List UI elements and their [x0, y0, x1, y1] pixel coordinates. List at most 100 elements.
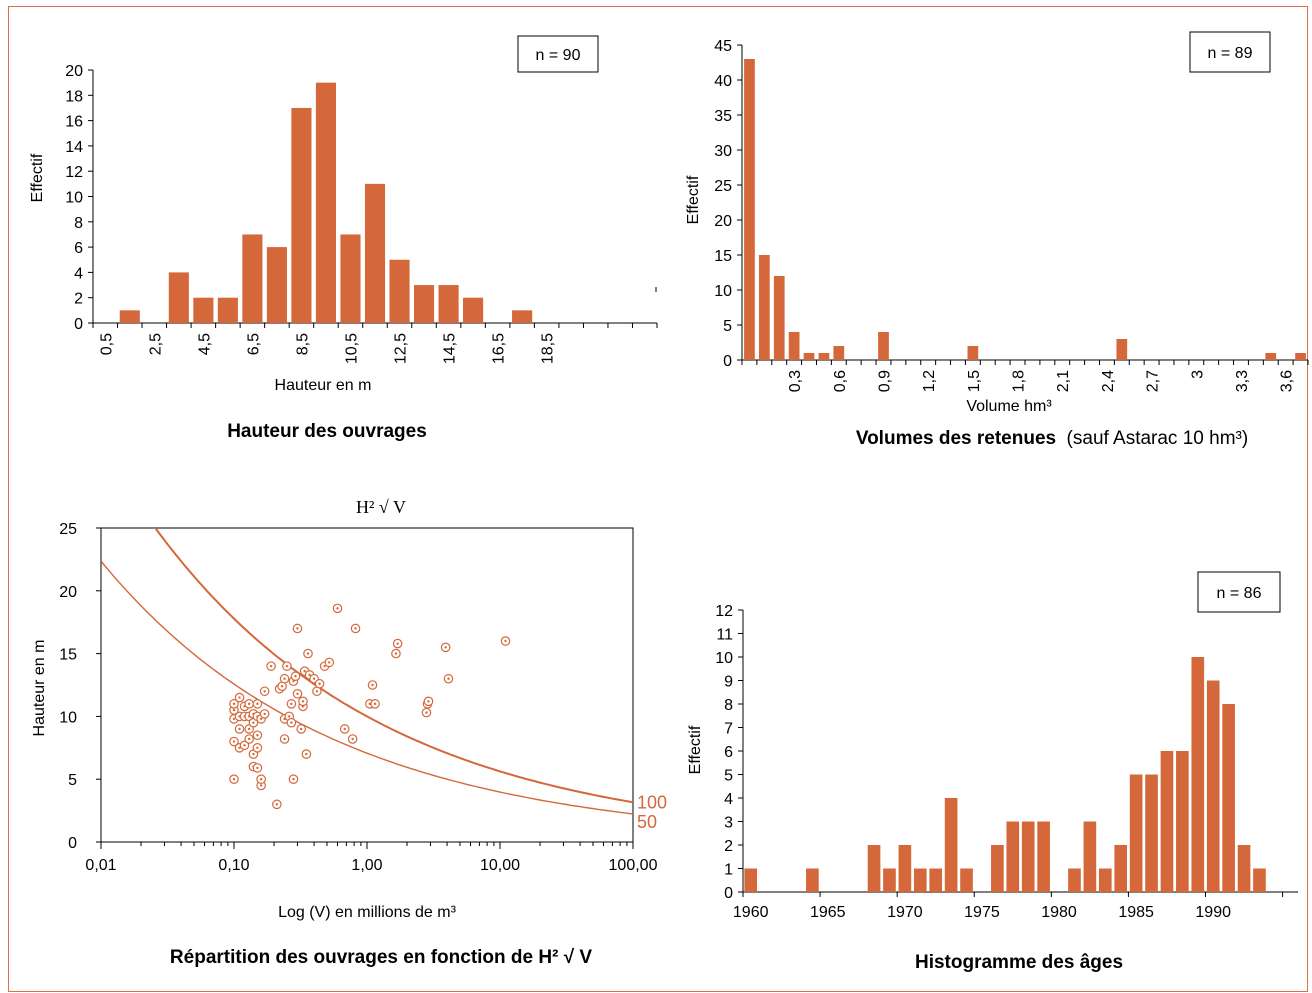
y-tick-label: 25 — [59, 521, 77, 538]
n-box — [517, 35, 599, 73]
y-tick-label: 8 — [724, 697, 733, 714]
bar — [803, 353, 815, 360]
curve-title: H² √ V — [356, 497, 406, 517]
data-point-center — [328, 661, 331, 664]
x-tick-label: 1,2 — [921, 370, 938, 392]
data-point-center — [247, 702, 251, 706]
y-tick-label: 16 — [65, 114, 83, 131]
bar — [1114, 845, 1128, 892]
bar — [1160, 751, 1174, 892]
x-tick-label: 1975 — [964, 904, 1000, 921]
chart-title: Répartition des ouvrages en fonction de … — [170, 947, 592, 968]
data-point-center — [283, 737, 286, 741]
data-point-center — [312, 677, 316, 680]
bar — [1068, 868, 1081, 892]
data-point-center — [232, 717, 236, 721]
y-tick-label: 12 — [65, 164, 83, 181]
bar — [266, 247, 287, 323]
bar — [1206, 680, 1220, 892]
y-tick-label: 5 — [68, 772, 77, 789]
x-axis-label: Volume hm³ — [966, 398, 1052, 415]
data-point-center — [252, 721, 255, 724]
chart-hauteur: n = 90 Effectif Hauteur en m Hauteur des… — [29, 35, 658, 442]
bar — [788, 332, 800, 360]
x-tick-label: 14,5 — [442, 333, 459, 364]
data-point-center — [259, 784, 263, 787]
x-tick-label: 0,3 — [787, 370, 804, 392]
bar — [242, 234, 263, 323]
data-point-center — [299, 727, 303, 731]
data-point-center — [247, 737, 251, 741]
y-tick-label: 12 — [715, 603, 733, 620]
data-point-center — [259, 717, 263, 721]
bar — [119, 310, 140, 323]
x-tick-label: 2,1 — [1055, 370, 1072, 392]
x-tick-label: 1965 — [810, 904, 846, 921]
bar — [929, 868, 943, 892]
y-tick-label: 5 — [723, 318, 732, 335]
x-tick-label: 1985 — [1118, 904, 1154, 921]
bar — [413, 285, 435, 323]
chart-title: Histogramme des âges — [915, 952, 1123, 973]
x-tick-label: 3,6 — [1279, 370, 1296, 392]
bar — [340, 234, 361, 323]
n-label: n = 86 — [1217, 585, 1262, 602]
figure-frame — [8, 6, 1308, 992]
y-tick-label: 6 — [724, 744, 733, 761]
bar — [1237, 845, 1251, 892]
data-point-center — [232, 708, 236, 712]
data-point-center — [287, 715, 291, 718]
y-tick-label: 20 — [59, 584, 77, 601]
chart-title: Volumes des retenues (sauf Astarac 10 hm… — [856, 428, 1248, 449]
bar — [833, 346, 845, 360]
data-point-center — [256, 702, 259, 706]
data-point-center — [306, 652, 310, 655]
x-tick-label: 10,5 — [343, 333, 360, 364]
data-point-center — [238, 696, 241, 699]
x-tick-label: 8,5 — [294, 333, 311, 355]
data-point-center — [504, 639, 507, 643]
y-tick-label: 25 — [714, 178, 732, 195]
x-tick-label: 3 — [1189, 370, 1206, 379]
data-point-center — [318, 682, 321, 685]
data-point-center — [290, 721, 293, 724]
y-tick-label: 0 — [74, 316, 83, 333]
x-tick-label: 2,7 — [1145, 370, 1162, 392]
data-point-center — [296, 627, 299, 630]
y-tick-label: 4 — [724, 791, 733, 808]
bar — [1116, 339, 1128, 360]
bar — [806, 868, 819, 892]
y-tick-label: 18 — [65, 88, 83, 105]
x-tick-label: 10,00 — [480, 857, 520, 874]
y-tick-label: 15 — [59, 647, 77, 664]
x-tick-label: 4,5 — [196, 333, 213, 355]
bar — [463, 297, 484, 323]
data-point-center — [396, 642, 399, 645]
data-point-center — [425, 711, 428, 714]
data-point-center — [232, 702, 236, 706]
data-point-center — [371, 683, 374, 687]
y-tick-label: 20 — [65, 63, 83, 80]
y-tick-label: 10 — [715, 650, 733, 667]
data-point-center — [285, 664, 289, 668]
data-point-center — [256, 766, 259, 770]
bar — [883, 868, 896, 892]
data-point-center — [427, 700, 430, 703]
bar — [193, 297, 214, 323]
n-label: n = 89 — [1208, 45, 1253, 62]
bar — [1037, 821, 1050, 892]
y-tick-label: 10 — [59, 709, 77, 726]
y-tick-label: 15 — [714, 248, 732, 265]
chart-title-suffix: (sauf Astarac 10 hm³) — [1067, 428, 1249, 449]
x-tick-label: 0,01 — [85, 857, 116, 874]
y-tick-label: 0 — [724, 885, 733, 902]
x-tick-label: 2,4 — [1100, 370, 1117, 392]
data-point-center — [269, 664, 273, 668]
bar — [867, 845, 881, 892]
data-point-center — [336, 607, 339, 610]
bar — [438, 285, 459, 323]
bar — [1295, 353, 1306, 360]
bar — [1098, 868, 1112, 892]
x-tick-label: 16,5 — [491, 333, 508, 364]
